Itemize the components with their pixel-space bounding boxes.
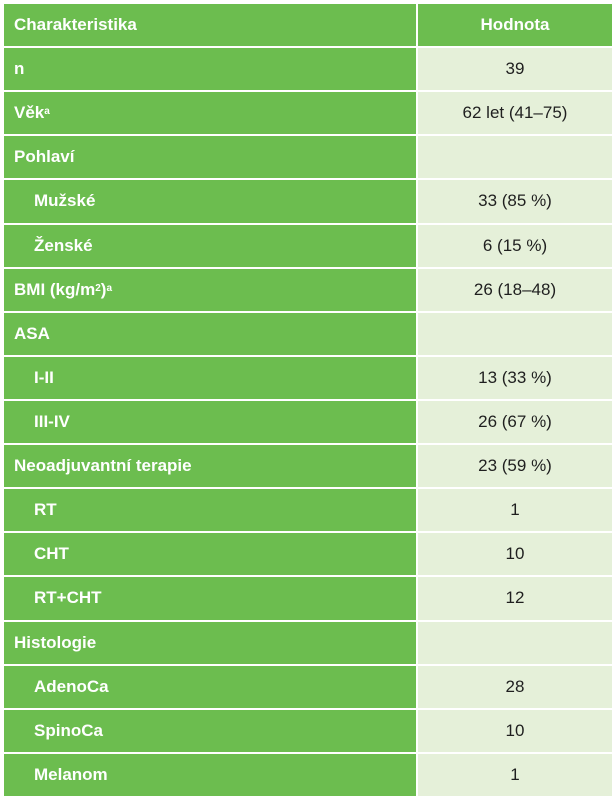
table-row: III-IV 26 (67 %) <box>4 400 612 444</box>
row-label: III-IV <box>4 400 416 444</box>
row-label: BMI (kg/m 2) a <box>4 268 416 311</box>
row-value: 1 <box>418 753 612 796</box>
row-label: AdenoCa <box>4 665 416 708</box>
row-value: 28 <box>418 665 612 708</box>
row-value: 26 (67 %) <box>418 400 612 444</box>
characteristics-table: Charakteristika Hodnota n 39 Věk a 62 let… <box>4 4 612 796</box>
row-label: n <box>4 48 416 91</box>
table-row: Ženské 6 (15 %) <box>4 224 612 267</box>
header-characteristic: Charakteristika <box>4 4 416 47</box>
row-label: Mužské <box>4 180 416 223</box>
table-row: SpinoCa 10 <box>4 709 612 752</box>
row-label-text: BMI (kg/m <box>14 279 96 299</box>
table-row: BMI (kg/m 2) a 26 (18–48) <box>4 268 612 311</box>
table-row: Histologie <box>4 621 612 664</box>
header-value: Hodnota <box>418 4 612 47</box>
row-label: Pohlaví <box>4 136 416 179</box>
row-value: 10 <box>418 533 612 576</box>
row-label: Neoadjuvantní terapie <box>4 445 416 488</box>
table-row: Melanom 1 <box>4 753 612 796</box>
row-label: Věk a <box>4 92 416 135</box>
row-value: 1 <box>418 489 612 532</box>
table-row: ASA <box>4 312 612 355</box>
row-value <box>418 312 612 355</box>
table-row: Pohlaví <box>4 136 612 179</box>
row-value <box>418 621 612 664</box>
table-header-row: Charakteristika Hodnota <box>4 4 612 47</box>
row-label-end: ) <box>100 279 107 299</box>
row-value: 23 (59 %) <box>418 445 612 488</box>
row-value <box>418 136 612 179</box>
table-row: Mužské 33 (85 %) <box>4 180 612 223</box>
table-row: AdenoCa 28 <box>4 665 612 708</box>
table-row: RT+CHT 12 <box>4 577 612 620</box>
table-row: I-II 13 (33 %) <box>4 356 612 399</box>
table-row: Věk a 62 let (41–75) <box>4 92 612 135</box>
row-label: I-II <box>4 356 416 399</box>
row-value: 13 (33 %) <box>418 356 612 399</box>
row-label: RT <box>4 489 416 532</box>
row-value: 6 (15 %) <box>418 224 612 267</box>
row-label: RT+CHT <box>4 577 416 620</box>
table-row: CHT 10 <box>4 533 612 576</box>
row-value: 12 <box>418 577 612 620</box>
row-value: 39 <box>418 48 612 91</box>
table-row: n 39 <box>4 48 612 91</box>
row-label-text: Věk <box>14 103 45 123</box>
row-label: Ženské <box>4 224 416 267</box>
row-value: 10 <box>418 709 612 752</box>
row-label: CHT <box>4 533 416 576</box>
row-label: ASA <box>4 312 416 355</box>
row-label: SpinoCa <box>4 709 416 752</box>
table-row: RT 1 <box>4 489 612 532</box>
row-label: Histologie <box>4 621 416 664</box>
table-row: Neoadjuvantní terapie 23 (59 %) <box>4 445 612 488</box>
row-value: 62 let (41–75) <box>418 92 612 135</box>
row-label: Melanom <box>4 753 416 796</box>
row-value: 26 (18–48) <box>418 268 612 311</box>
row-value: 33 (85 %) <box>418 180 612 223</box>
